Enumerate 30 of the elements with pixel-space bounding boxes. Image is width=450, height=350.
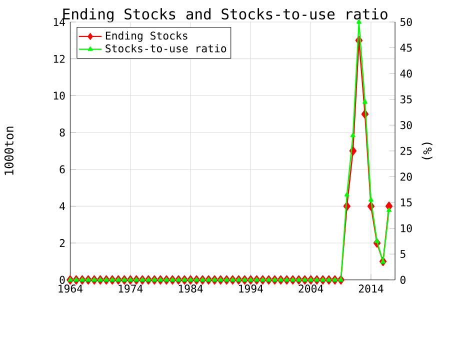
y2-tick-label: 5 (400, 250, 406, 258)
x-tick-label: 1974 (118, 284, 143, 293)
legend-label: Stocks-to-use ratio (106, 44, 226, 53)
y2-tick-label: 10 (401, 224, 412, 232)
y-tick-label: 0 (60, 276, 65, 284)
x-tick-label: 2014 (358, 284, 384, 293)
y-tick-label: 10 (54, 92, 65, 100)
y2-tick-label: 40 (400, 70, 412, 78)
y-tick-label: 4 (60, 202, 65, 210)
y2-tick-label: 25 (400, 146, 412, 156)
y-tick-label: 14 (54, 18, 65, 26)
y2-tick-label: 0 (400, 276, 406, 284)
x-tick-label: 1984 (178, 284, 203, 293)
x-tick-label: 1964 (58, 284, 83, 293)
y-axis-title: 1000ton (4, 126, 14, 175)
y-tick-label: 12 (54, 54, 65, 63)
x-tick-label: 2004 (298, 284, 324, 293)
y2-tick-label: 20 (400, 172, 412, 181)
x-tick-label: 1994 (239, 284, 263, 293)
y2-tick-label: 15 (401, 198, 412, 207)
legend-label: Ending Stocks (106, 32, 188, 42)
y-tick-label: 8 (60, 128, 65, 137)
chart-title: Ending Stocks and Stocks-to-use ratio (63, 8, 388, 23)
y2-tick-label: 45 (400, 44, 412, 52)
y-tick-label: 2 (60, 239, 65, 248)
y2-tick-label: 50 (400, 18, 412, 26)
y2-tick-label: 35 (400, 95, 412, 104)
y-tick-label: 6 (60, 165, 65, 174)
y2-axis-title: (%) (422, 142, 432, 160)
y2-tick-label: 30 (400, 121, 412, 130)
